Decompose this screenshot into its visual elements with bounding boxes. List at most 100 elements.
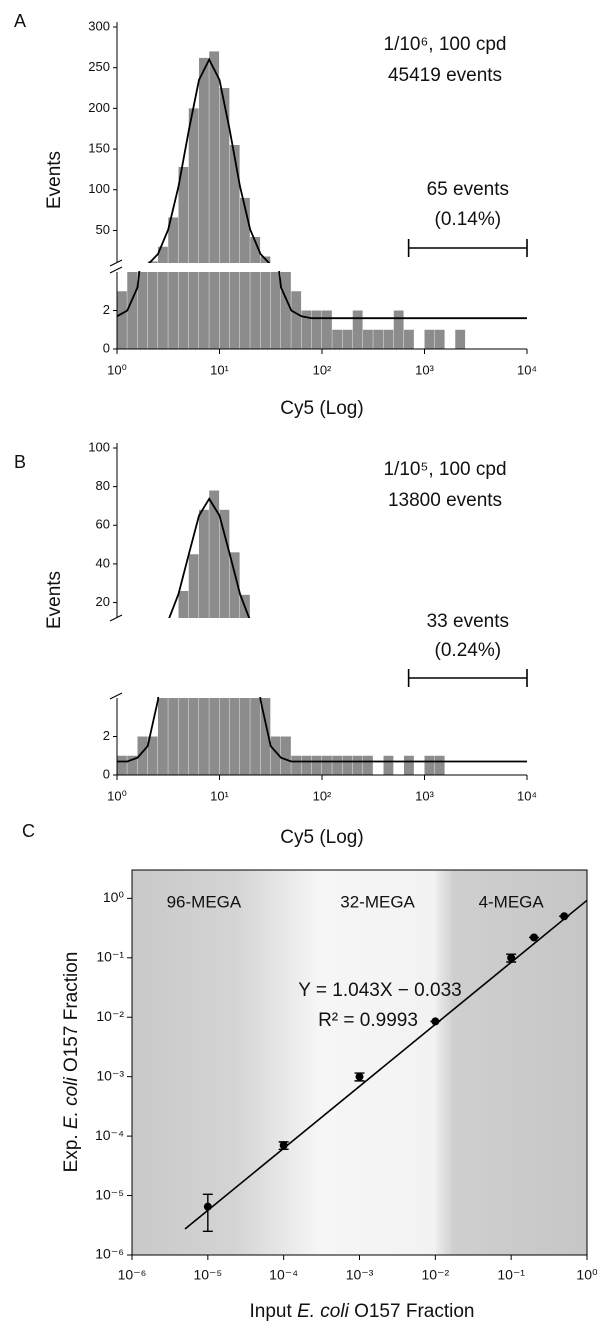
- bar: [137, 272, 148, 349]
- gate: [407, 669, 528, 687]
- y-tick-label: 2: [103, 728, 110, 743]
- y-tick-label: 10⁻²: [96, 1008, 124, 1024]
- gate-label: (0.24%): [435, 640, 502, 661]
- bar: [322, 310, 332, 349]
- bar: [250, 272, 261, 349]
- bar: [455, 329, 466, 349]
- y-tick-label: 250: [88, 59, 110, 74]
- bar: [188, 698, 199, 775]
- y-tick-label: 150: [88, 141, 110, 156]
- panel-letter: C: [22, 821, 35, 841]
- y-tick-label: 0: [103, 766, 110, 781]
- bar: [352, 310, 363, 349]
- bar: [270, 736, 281, 775]
- y-tick-label: 2: [103, 302, 110, 317]
- region: [132, 870, 320, 1255]
- bar: [127, 755, 138, 775]
- fit-line: [184, 899, 588, 1230]
- x-tick-label: 10²: [313, 788, 332, 803]
- fit-curve: [168, 497, 251, 618]
- y-tick-label: 10⁻⁶: [95, 1246, 124, 1262]
- bar: [240, 698, 250, 775]
- bar: [301, 755, 312, 775]
- bar: [373, 329, 384, 349]
- bar: [404, 329, 414, 349]
- y-tick-label: 80: [96, 478, 110, 493]
- bar: [311, 310, 322, 349]
- bar-upper: [219, 509, 230, 618]
- bar: [127, 272, 138, 349]
- bar-upper: [209, 490, 220, 618]
- bar-upper: [199, 509, 209, 618]
- bar: [280, 736, 291, 775]
- x-axis-label-part: Input: [250, 1301, 298, 1322]
- y-axis-label: Events: [44, 151, 65, 209]
- bar: [383, 329, 394, 349]
- x-tick-label: 10³: [415, 362, 434, 377]
- y-tick-label: 100: [88, 181, 110, 196]
- bar: [301, 310, 312, 349]
- annotation: R² = 0.9993: [318, 1010, 418, 1031]
- bar-upper: [178, 590, 189, 618]
- x-axis-label: Cy5 (Log): [280, 827, 363, 848]
- region-label: 4-MEGA: [479, 892, 545, 911]
- annotation: Y = 1.043X − 0.033: [298, 980, 461, 1001]
- annotation: 45419 events: [388, 65, 502, 86]
- bar: [322, 755, 332, 775]
- bar: [291, 755, 302, 775]
- point: [431, 1017, 440, 1026]
- bar: [280, 272, 291, 349]
- fit-curve: [117, 271, 527, 320]
- y-tick-label: 300: [88, 18, 110, 33]
- x-tick-label: 10¹: [210, 362, 229, 377]
- bar: [199, 272, 209, 349]
- y-tick-label: 10⁰: [103, 889, 125, 905]
- x-axis-label: Cy5 (Log): [280, 398, 363, 419]
- bar: [219, 272, 230, 349]
- bar: [188, 272, 199, 349]
- bar: [168, 272, 179, 349]
- bar: [393, 310, 404, 349]
- bar: [434, 329, 445, 349]
- point: [203, 1202, 212, 1211]
- bar: [209, 272, 220, 349]
- bar-upper: [178, 166, 189, 263]
- x-tick-label: 10⁰: [576, 1267, 598, 1283]
- bar: [383, 755, 394, 775]
- annotation: 1/10⁵, 100 cpd: [383, 459, 506, 480]
- bar: [332, 755, 343, 775]
- y-tick-label: 10⁻¹: [96, 949, 124, 965]
- y-tick-label: 10⁻³: [96, 1067, 124, 1083]
- x-tick-label: 10⁻²: [422, 1267, 450, 1283]
- gate-label: 33 events: [427, 611, 509, 632]
- point: [529, 933, 538, 942]
- y-tick-label: 200: [88, 100, 110, 115]
- bar: [168, 698, 179, 775]
- bar: [178, 272, 189, 349]
- x-tick-label: 10⁻⁴: [269, 1267, 298, 1283]
- bar: [270, 272, 281, 349]
- bar: [229, 698, 240, 775]
- bar: [342, 755, 353, 775]
- axis-break: [109, 259, 123, 274]
- fit-curve: [148, 57, 271, 263]
- bar: [158, 272, 168, 349]
- y-tick-label: 10⁻⁵: [95, 1186, 124, 1202]
- panel-letter: A: [14, 11, 26, 31]
- y-tick-label: 100: [88, 439, 110, 454]
- bar: [158, 698, 168, 775]
- x-axis-label-part: E. coli: [297, 1301, 350, 1322]
- x-tick-label: 10⁴: [517, 362, 537, 377]
- bar: [250, 698, 261, 775]
- annotation: 1/10⁶, 100 cpd: [384, 34, 507, 55]
- bar: [332, 329, 343, 349]
- bar-upper: [229, 552, 240, 618]
- bar: [147, 272, 158, 349]
- region: [435, 870, 587, 1255]
- gate: [407, 239, 528, 257]
- bar: [352, 755, 363, 775]
- point: [560, 912, 569, 921]
- bar-upper: [250, 236, 261, 263]
- bar-upper: [229, 145, 240, 263]
